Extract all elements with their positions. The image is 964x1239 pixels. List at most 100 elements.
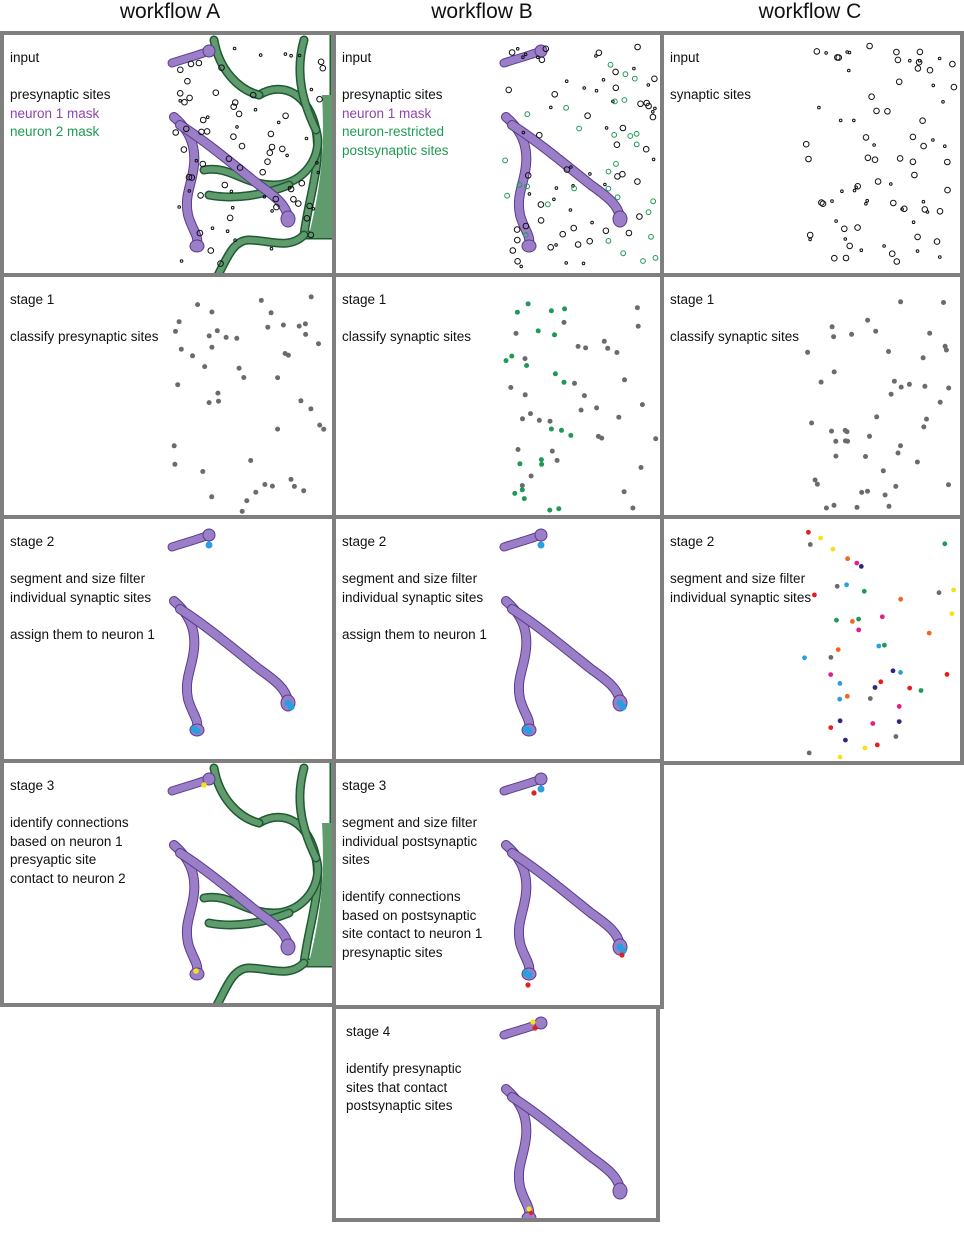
presynaptic-site: [588, 172, 592, 176]
classified-synaptic-site: [898, 443, 903, 449]
assigned-synaptic-site: [619, 703, 627, 711]
presynaptic-site: [643, 99, 651, 107]
synaptic-site: [802, 140, 810, 148]
synaptic-site: [808, 237, 812, 242]
classified-presynaptic-site: [561, 319, 567, 325]
postsynaptic-site: [612, 98, 618, 105]
a-stage2-illustration: [167, 528, 296, 737]
postsynaptic-site: [611, 132, 618, 138]
presynaptic-site: [196, 229, 204, 237]
classified-synaptic-site: [946, 482, 951, 488]
classified-synaptic-site: [842, 427, 848, 433]
synaptic-site: [895, 78, 903, 86]
classified-presynaptic-site: [202, 364, 208, 370]
presynaptic-site: [542, 45, 550, 53]
presynaptic-site: [289, 53, 293, 58]
synaptic-site: [872, 143, 876, 147]
segmented-synaptic-site: [876, 643, 882, 649]
segmented-synaptic-site: [898, 670, 903, 675]
presynaptic-site: [582, 86, 586, 90]
neuron1-mask: [167, 528, 296, 737]
panel-text: input presynaptic sites neuron 1 mask ne…: [342, 49, 449, 160]
segmented-synaptic-site: [949, 611, 955, 617]
synaptic-site: [933, 238, 941, 245]
neuron2-branch: [206, 182, 292, 200]
postsynaptic-site: [532, 1025, 538, 1031]
segmented-synaptic-site: [936, 590, 942, 596]
presynaptic-site: [267, 130, 275, 138]
synaptic-site: [830, 199, 834, 203]
stage-description: presynaptic sites: [342, 944, 443, 960]
segmented-synaptic-site: [926, 630, 932, 636]
postsynaptic-site: [631, 75, 638, 82]
classified-synaptic-site: [874, 414, 880, 420]
synaptic-site: [915, 58, 923, 66]
assigned-synaptic-site: [287, 703, 295, 711]
neuron1-bouton: [521, 239, 537, 253]
presynaptic-site: [230, 205, 235, 210]
classified-presynaptic-site: [275, 375, 281, 381]
postsynaptic-site: [504, 192, 511, 199]
stage-label: stage 2: [670, 534, 715, 549]
stage-description: sites that contact: [346, 1079, 448, 1095]
classified-presynaptic-site: [215, 390, 221, 396]
classified-presynaptic-site: [244, 498, 250, 504]
panel-text: stage 2 segment and size filter individu…: [342, 533, 487, 644]
classified-presynaptic-site: [236, 365, 242, 371]
classified-presynaptic-site: [601, 338, 607, 344]
workflow-b-title: workflow B: [431, 0, 533, 23]
classified-synaptic-site: [921, 424, 927, 430]
segmented-synaptic-site: [882, 642, 887, 648]
presynaptic-site: [231, 99, 239, 106]
classified-synaptic-site: [829, 324, 835, 330]
workflow-c-title: workflow C: [758, 0, 862, 23]
synaptic-site: [818, 199, 825, 206]
panel-text: stage 3 segment and size filter individu…: [342, 777, 482, 962]
presynaptic-site: [514, 236, 521, 244]
classified-presynaptic-site: [513, 330, 519, 336]
legend-presynaptic: presynaptic sites: [10, 87, 111, 102]
presynaptic-site: [554, 243, 558, 247]
presynaptic-site: [637, 100, 644, 108]
segmented-synaptic-site: [896, 704, 902, 709]
presynaptic-site: [181, 98, 188, 106]
segmented-synaptic-site: [812, 592, 817, 598]
workflow-a-title: workflow A: [119, 0, 221, 23]
classified-presynaptic-site: [522, 356, 528, 362]
classified-presynaptic-site: [175, 382, 181, 388]
classified-postsynaptic-site: [561, 379, 567, 385]
synaptic-site: [915, 249, 920, 253]
stage-label: stage 3: [10, 778, 55, 793]
classified-presynaptic-site: [223, 334, 229, 340]
classified-synaptic-site: [937, 399, 943, 405]
neuron1-bouton: [534, 44, 548, 58]
classified-presynaptic-site: [528, 473, 534, 479]
presynaptic-site: [306, 202, 313, 210]
stage-description: based on postsynaptic: [342, 907, 477, 923]
classified-postsynaptic-site: [548, 426, 554, 432]
neuron1-bouton: [202, 44, 216, 58]
presynaptic-site: [199, 160, 207, 168]
postsynaptic-site: [648, 233, 654, 240]
synaptic-site: [888, 250, 896, 257]
stage-label: stage 1: [342, 292, 387, 307]
neuron1-bouton: [612, 210, 628, 228]
classified-presynaptic-site: [258, 297, 264, 303]
presynaptic-site: [258, 53, 263, 57]
segmented-synaptic-site: [872, 685, 878, 690]
legend-neuron2-mask: neuron 2 mask: [10, 124, 100, 139]
synaptic-site: [824, 51, 828, 55]
c-input-illustration: [802, 42, 958, 265]
presynaptic-site: [188, 174, 196, 181]
classified-synaptic-site: [831, 369, 837, 375]
presynaptic-site: [176, 90, 184, 97]
connection-site: [193, 968, 199, 974]
synaptic-site: [919, 117, 926, 124]
panel-workflow-a-input: input presynaptic sites neuron 1 mask ne…: [0, 31, 336, 277]
neuron2-branch: [296, 37, 319, 133]
panel-workflow-b-stage2: stage 2 segment and size filter individu…: [332, 515, 664, 763]
segmented-synaptic-site: [837, 718, 843, 724]
classified-presynaptic-site: [269, 483, 275, 489]
neuron1-mask: [167, 772, 296, 981]
synaptic-site: [901, 205, 908, 213]
